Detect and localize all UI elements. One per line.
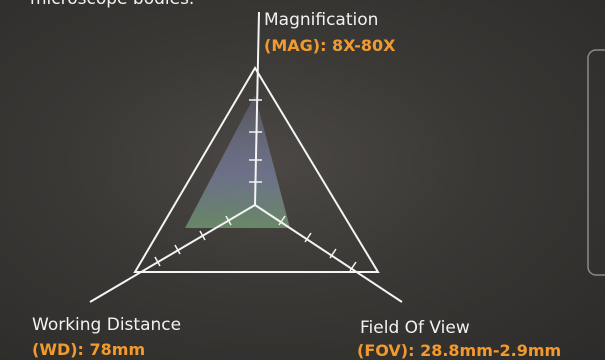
- axis-spec: (MAG): 8X-80X: [264, 36, 396, 55]
- tick: [349, 261, 357, 272]
- mag-axis: [254, 11, 260, 206]
- tick: [199, 230, 206, 241]
- axis-spec: (FOV): 28.8mm-2.9mm: [357, 341, 562, 360]
- tick: [154, 256, 161, 267]
- axis-name: Working Distance: [32, 315, 182, 335]
- axis-spec: (WD): 78mm: [32, 340, 146, 359]
- outer-triangle: [133, 66, 380, 273]
- tick: [329, 248, 337, 259]
- axes: [89, 11, 403, 303]
- tick: [278, 215, 286, 226]
- tick: [174, 244, 181, 255]
- wd-axis: [89, 204, 256, 303]
- fov-axis: [254, 204, 403, 303]
- coverage-area: [185, 95, 290, 228]
- tick: [304, 232, 312, 243]
- intro-text: microscope bodies.: [30, 0, 194, 9]
- side-panel: [587, 49, 605, 276]
- tick: [225, 215, 232, 226]
- axis-name: Magnification: [264, 10, 379, 30]
- axis-name: Field Of View: [360, 318, 470, 338]
- ticks: [154, 99, 357, 272]
